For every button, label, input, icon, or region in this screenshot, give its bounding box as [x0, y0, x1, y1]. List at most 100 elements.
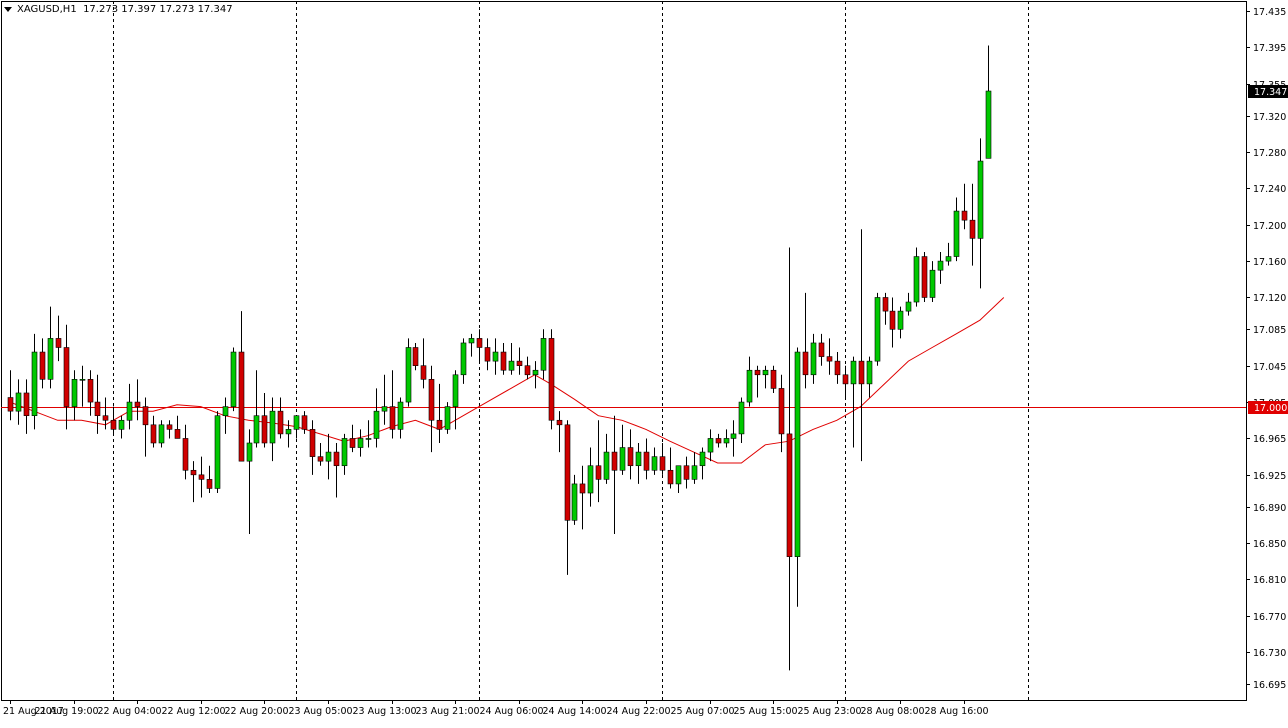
candle-body[interactable]: [961, 210, 968, 221]
candle-body[interactable]: [142, 406, 149, 426]
candle-body[interactable]: [738, 401, 745, 435]
candle-body[interactable]: [468, 338, 475, 344]
candle-body[interactable]: [905, 301, 912, 312]
candle-body[interactable]: [198, 474, 205, 480]
candle-body[interactable]: [603, 451, 610, 480]
candle-body[interactable]: [23, 392, 30, 417]
candle-body[interactable]: [556, 419, 563, 426]
candle-body[interactable]: [651, 456, 658, 471]
candle-body[interactable]: [889, 310, 896, 330]
candle-body[interactable]: [309, 429, 316, 457]
candle-body[interactable]: [412, 347, 419, 366]
candle-body[interactable]: [87, 379, 94, 403]
candle-body[interactable]: [476, 338, 483, 348]
candle-body[interactable]: [587, 465, 594, 494]
candle-body[interactable]: [500, 351, 507, 371]
candle-body[interactable]: [794, 351, 801, 557]
candle-body[interactable]: [977, 160, 984, 239]
candle-body[interactable]: [619, 447, 626, 471]
candle-body[interactable]: [230, 351, 237, 407]
candle-body[interactable]: [818, 342, 825, 357]
candle-body[interactable]: [31, 351, 38, 417]
candle-body[interactable]: [182, 438, 189, 471]
candle-body[interactable]: [397, 401, 404, 430]
candle-body[interactable]: [770, 369, 777, 389]
candle-body[interactable]: [110, 419, 117, 430]
candle-body[interactable]: [508, 360, 515, 371]
candle-body[interactable]: [134, 401, 141, 407]
candle-body[interactable]: [969, 219, 976, 239]
candle-body[interactable]: [866, 360, 873, 385]
candle-body[interactable]: [460, 342, 467, 376]
candle-body[interactable]: [444, 406, 451, 430]
candle-body[interactable]: [564, 424, 571, 521]
candle-body[interactable]: [277, 410, 284, 435]
candle-body[interactable]: [63, 347, 70, 407]
candle-body[interactable]: [913, 256, 920, 303]
candle-body[interactable]: [389, 406, 396, 430]
candle-body[interactable]: [301, 415, 308, 430]
candle-body[interactable]: [214, 415, 221, 489]
candle-body[interactable]: [834, 360, 841, 376]
candle-body[interactable]: [516, 360, 523, 366]
candle-body[interactable]: [436, 419, 443, 430]
candle-body[interactable]: [953, 210, 960, 257]
candle-body[interactable]: [746, 369, 753, 403]
candle-body[interactable]: [786, 433, 793, 557]
candle-body[interactable]: [269, 410, 276, 444]
candle-body[interactable]: [858, 360, 865, 385]
candle-body[interactable]: [452, 374, 459, 407]
candle-body[interactable]: [333, 451, 340, 467]
candle-body[interactable]: [802, 351, 809, 376]
candle-body[interactable]: [627, 447, 634, 467]
candle-body[interactable]: [15, 392, 22, 412]
candle-body[interactable]: [492, 351, 499, 362]
candle-body[interactable]: [540, 338, 547, 371]
candle-body[interactable]: [317, 456, 324, 462]
candle-body[interactable]: [47, 338, 54, 380]
candle-body[interactable]: [7, 397, 14, 412]
candle-body[interactable]: [174, 429, 181, 439]
candle-body[interactable]: [166, 424, 173, 430]
candle-body[interactable]: [882, 297, 889, 312]
candle-body[interactable]: [897, 310, 904, 330]
candle-body[interactable]: [842, 374, 849, 385]
candle-body[interactable]: [524, 365, 531, 376]
candle-body[interactable]: [874, 297, 881, 362]
candle-body[interactable]: [484, 347, 491, 362]
candle-body[interactable]: [126, 401, 133, 421]
candle-body[interactable]: [937, 260, 944, 271]
candle-body[interactable]: [428, 379, 435, 421]
candle-body[interactable]: [246, 442, 253, 462]
candle-body[interactable]: [778, 388, 785, 435]
candle-body[interactable]: [643, 451, 650, 471]
candle-body[interactable]: [420, 365, 427, 380]
candle-body[interactable]: [754, 369, 761, 376]
candle-body[interactable]: [39, 351, 46, 380]
candle-body[interactable]: [94, 401, 101, 417]
candle-body[interactable]: [150, 424, 157, 444]
candle-body[interactable]: [667, 469, 674, 485]
candle-body[interactable]: [206, 479, 213, 489]
candle-body[interactable]: [683, 465, 690, 480]
candle-body[interactable]: [79, 379, 86, 381]
candle-body[interactable]: [579, 483, 586, 494]
candle-body[interactable]: [373, 410, 380, 439]
candle-body[interactable]: [285, 429, 292, 435]
candle-body[interactable]: [723, 438, 730, 444]
candle-body[interactable]: [699, 451, 706, 467]
candle-body[interactable]: [55, 338, 62, 348]
candle-body[interactable]: [261, 415, 268, 444]
candle-body[interactable]: [71, 379, 78, 407]
candle-body[interactable]: [405, 347, 412, 403]
candle-body[interactable]: [222, 406, 229, 417]
candle-body[interactable]: [611, 451, 618, 471]
candle-body[interactable]: [810, 342, 817, 376]
candle-body[interactable]: [190, 469, 197, 476]
candle-body[interactable]: [635, 451, 642, 467]
candle-body[interactable]: [826, 356, 833, 362]
candle-body[interactable]: [707, 438, 714, 453]
candle-body[interactable]: [349, 438, 356, 448]
candle-body[interactable]: [365, 438, 372, 440]
